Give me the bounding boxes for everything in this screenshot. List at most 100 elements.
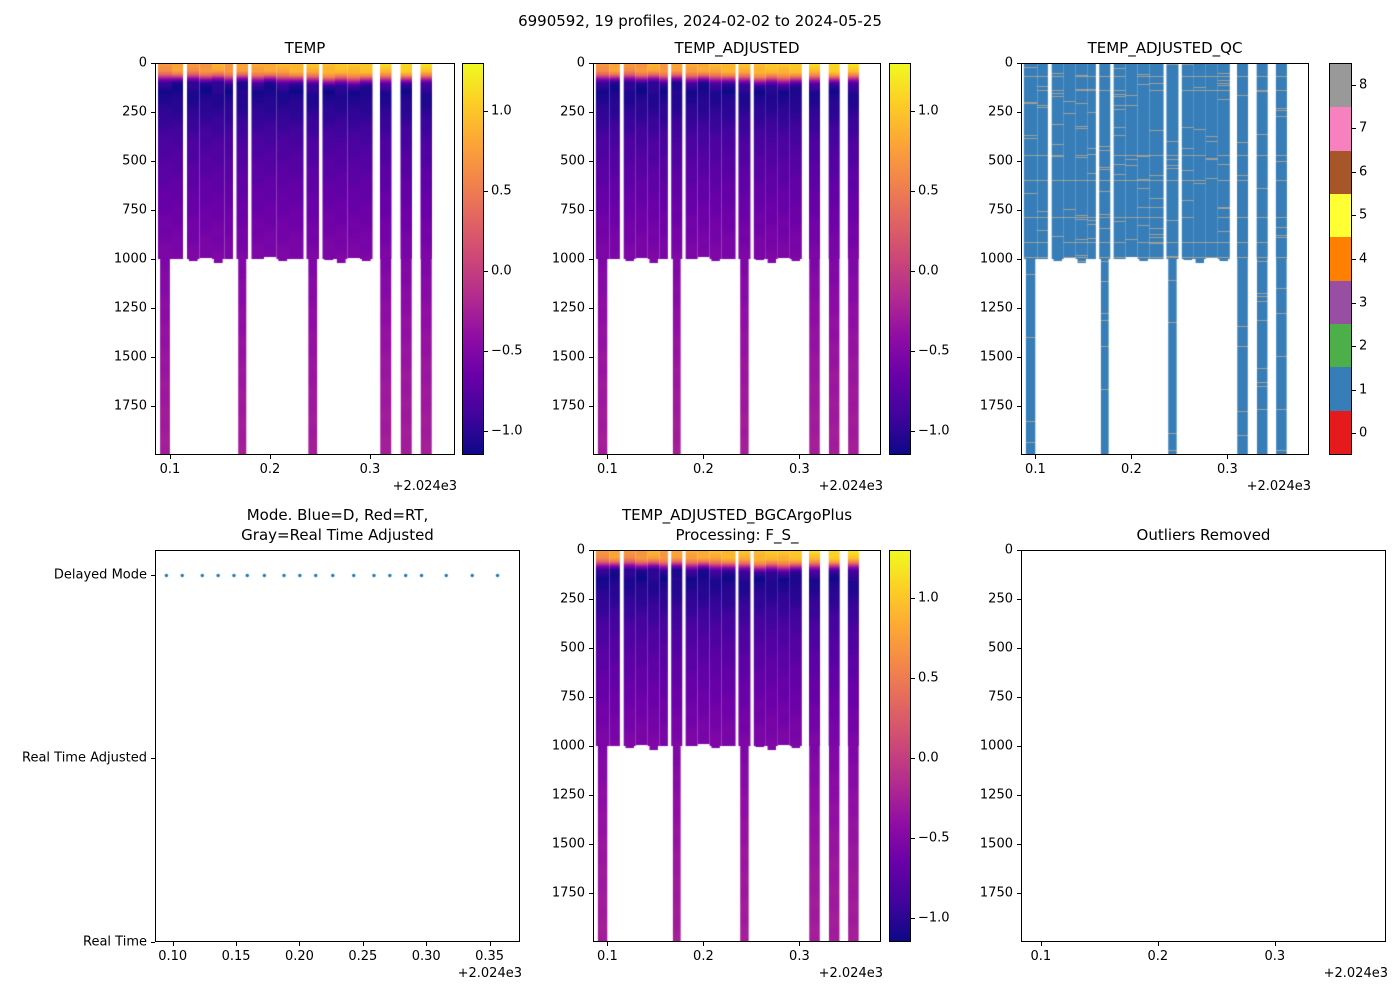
colorbar-tick-label: 4 [1359,251,1368,267]
x-tick-label: 0.3 [1217,462,1238,477]
colorbar-tick-mark [484,431,488,432]
x-tick-label: 0.20 [284,949,314,964]
colorbar-tick-label: 5 [1359,207,1368,223]
colorbar-tick-mark [1352,128,1356,130]
y-tick-label: 500 [988,640,1013,656]
x-tick-mark [489,942,491,946]
colorbar-tick-label: 8 [1359,77,1368,93]
colorbar-tick-label: 7 [1359,120,1368,136]
y-tick-label: 1500 [551,349,585,365]
y-tick-label: 250 [560,104,585,120]
colorbar-tick-mark [911,271,915,272]
y-tick-mark [151,757,155,759]
y-tick-label: 1750 [551,885,585,901]
x-tick-mark [362,942,364,946]
y-tick-mark [151,112,155,113]
y-category-label: Real Time Adjusted [22,750,147,766]
colorbar-segment [1330,237,1351,281]
colorbar-tick-mark [911,431,915,432]
y-tick-label: 250 [560,591,585,607]
y-tick-mark [1017,893,1021,894]
x-tick-mark [170,455,171,459]
y-tick-label: 1250 [113,300,147,316]
x-tick-label: 0.3 [789,949,810,964]
y-category-label: Delayed Mode [53,567,147,583]
y-tick-label: 1750 [979,398,1013,414]
panel-title-line: TEMP_ADJUSTED [674,38,800,57]
y-tick-mark [589,795,593,796]
y-tick-label: 1500 [113,349,147,365]
x-tick-mark [370,455,371,459]
colorbar-tick-mark [1352,215,1356,217]
panel-temp-adjusted-title: TEMP_ADJUSTED [674,39,799,59]
colorbar-qc: 0 1 2 3 4 5 6 7 8 [1329,63,1367,455]
y-tick-label: 1750 [979,885,1013,901]
x-tick-label: 0.2 [259,462,281,477]
colorbar-temp-adjusted: 1.0 0.5 0.0 −0.5 −1.0 [889,63,950,455]
colorbar-tick-label: 0.0 [918,750,939,766]
colorbar-tick-label: −0.5 [918,343,950,359]
y-tick-mark [1017,406,1021,407]
colorbar-tick-mark [911,351,915,352]
x-tick-mark [1035,455,1037,459]
colorbar-tick-mark [484,111,488,112]
colorbar-tick-mark [1352,171,1356,173]
y-tick-mark [589,406,593,407]
panel-title-line: TEMP_ADJUSTED_QC [1087,38,1243,57]
y-tick-mark [1017,648,1021,649]
x-tick-label: 0.30 [411,949,441,964]
colorbar-tick-mark [911,918,915,919]
panel-temp-adjusted: TEMP_ADJUSTED 0.1 0.2 0.3 0 250 500 750 1000 125… [552,39,883,495]
y-tick-mark [151,161,155,162]
x-tick-label: 0.1 [597,462,618,477]
y-tick-label: 250 [988,104,1013,120]
x-tick-label: 0.3 [1264,949,1286,964]
panel-title-line: Gray=Real Time Adjusted [241,525,434,544]
y-tick-mark [151,942,155,943]
y-tick-mark [589,357,593,358]
y-tick-label: 1750 [551,398,585,414]
colorbar-tick-label: 0.0 [491,263,512,279]
x-tick-label: 0.3 [789,462,810,477]
colorbar-tick-mark [1352,84,1356,86]
y-tick-mark [1017,746,1021,747]
x-tick-mark [1227,455,1229,459]
colorbar-tick-mark [1352,389,1356,391]
panel-temp-adjusted-qc-title: TEMP_ADJUSTED_QC [1088,39,1243,59]
y-tick-mark [589,893,593,894]
x-tick-mark [703,455,705,459]
colorbar-tick-label: −1.0 [918,423,950,439]
y-tick-mark [151,210,155,211]
colorbar-tick-mark [1352,259,1356,260]
x-tick-label: 0.15 [221,949,251,964]
x-tick-label: 0.25 [348,949,378,964]
colorbar-tick-label: −1.0 [491,423,523,439]
x-tick-label: 0.2 [1121,462,1142,477]
y-category-label: Real Time [83,934,147,950]
colorbar-tick-mark [911,758,915,759]
temp-adjusted-heatmap-canvas [593,63,881,455]
y-tick-label: 750 [988,202,1013,218]
x-tick-mark [799,942,801,946]
x-tick-mark [1131,455,1133,459]
x-tick-mark [607,942,609,946]
y-tick-mark [151,357,155,358]
colorbar-segment [1330,280,1351,324]
y-tick-mark [1017,308,1021,309]
colorbar-gradient [462,63,484,455]
colorbar-tick-mark [484,271,488,272]
x-tick-mark [270,455,271,459]
y-tick-label: 1000 [979,251,1013,267]
colorbar-tick-label: 3 [1359,295,1368,311]
y-tick-label: 0 [1004,55,1013,71]
y-tick-label: 750 [560,689,585,705]
colorbar-temp: 1.0 0.5 0.0 −0.5 −1.0 [462,63,523,455]
x-axis-offset-label: +2.024e3 [818,966,883,981]
y-tick-label: 0 [576,55,585,71]
x-axis-offset-label: +2.024e3 [818,479,883,494]
y-tick-mark [151,575,155,577]
colorbar-gradient [889,550,911,942]
y-tick-label: 1000 [551,251,585,267]
colorbar-tick-label: 1.0 [918,103,939,119]
